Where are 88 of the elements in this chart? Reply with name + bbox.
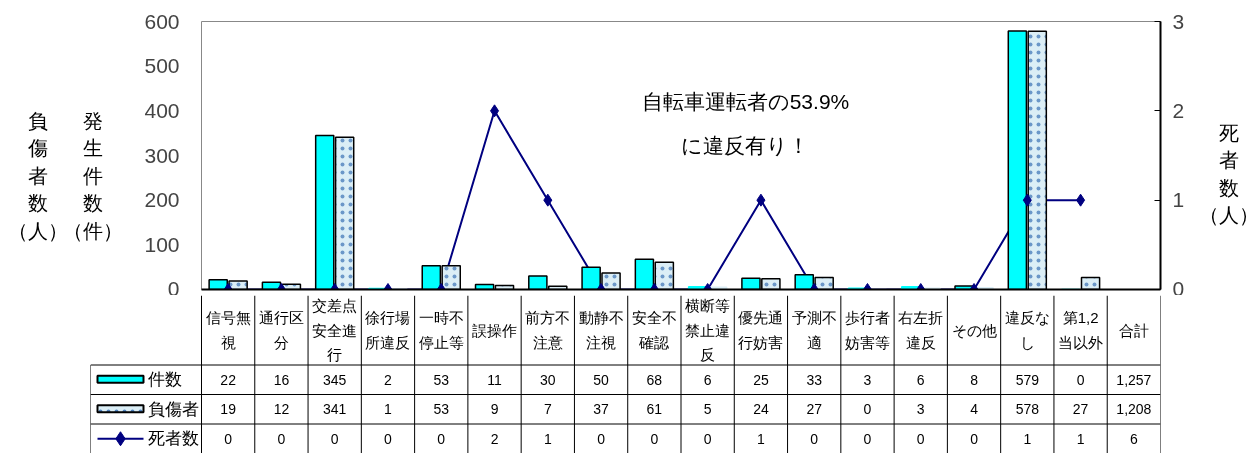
x-tick-label: 前方不注意 <box>525 309 571 352</box>
x-tick-label: 信号無視 <box>205 309 251 352</box>
data-label: 11 <box>487 371 503 388</box>
data-label: 25 <box>753 371 769 388</box>
data-label: 53 <box>433 371 450 388</box>
data-label: 0 <box>597 430 606 447</box>
data-label: 0 <box>384 430 393 447</box>
data-label: 0 <box>970 430 979 447</box>
data-label: 2 <box>384 371 393 388</box>
data-label: 0 <box>916 430 925 447</box>
text: 6 <box>1129 430 1138 447</box>
data-label: 0 <box>437 430 446 447</box>
x-tick-label: 安全不確認 <box>631 309 677 352</box>
x-tick-label: その他 <box>951 321 997 339</box>
y-tick-label: 500 <box>144 54 180 78</box>
x-tick-label: 違反なし <box>1004 309 1050 352</box>
legend-label: 死者数 <box>147 429 199 449</box>
y-tick-label: 300 <box>144 143 180 167</box>
y2-tick-label: 2 <box>1172 98 1185 122</box>
data-label: 30 <box>540 371 556 388</box>
data-label: 19 <box>220 401 237 418</box>
data-label: 579 <box>1015 371 1040 388</box>
data-label: 61 <box>646 401 663 418</box>
y-tick-label: 200 <box>144 188 180 212</box>
data-label: 1 <box>1023 430 1032 447</box>
data-label: 0 <box>703 430 712 447</box>
x-tick-label: 右左折違反 <box>898 309 944 352</box>
text: 1,257 <box>1116 371 1152 388</box>
data-label: 12 <box>273 401 290 418</box>
data-label: 0 <box>650 430 659 447</box>
y-tick-label: 0 <box>167 276 180 300</box>
x-tick-label: 交差点安全進行 <box>312 297 358 364</box>
x-tick-label: 歩行者妨害等 <box>844 309 890 352</box>
data-label: 68 <box>646 371 663 388</box>
data-label: 0 <box>810 430 819 447</box>
data-label: 2 <box>490 430 499 447</box>
data-label: 22 <box>220 371 237 388</box>
y-tick-label: 400 <box>144 98 180 122</box>
x-tick-label: 徐行場所違反 <box>365 309 411 352</box>
data-label: 4 <box>970 401 979 418</box>
data-label: 341 <box>323 401 347 418</box>
legend-label: 負傷者 <box>147 399 199 419</box>
data-label: 0 <box>863 401 872 418</box>
data-label: 33 <box>806 371 823 388</box>
legend-label: 件数 <box>147 370 182 390</box>
x-tick-label: 誤操作 <box>472 321 518 339</box>
data-label: 0 <box>224 430 233 447</box>
data-label: 37 <box>593 401 610 418</box>
x-tick-label: 優先通行妨害 <box>738 309 784 352</box>
data-label: 578 <box>1015 401 1040 418</box>
data-label: 50 <box>593 371 610 388</box>
y2-tick-label: 0 <box>1172 276 1185 300</box>
data-label: 0 <box>277 430 286 447</box>
data-label: 16 <box>273 371 290 388</box>
x-tick-label: 横断等禁止違反 <box>685 297 731 364</box>
data-label: 0 <box>330 430 339 447</box>
x-tick-label: 合計 <box>1118 321 1149 339</box>
data-label: 8 <box>970 371 979 388</box>
data-label: 345 <box>323 371 347 388</box>
data-label: 0 <box>863 430 872 447</box>
x-tick-label: 一時不停止等 <box>418 309 464 352</box>
x-tick-label: 第1,2当以外 <box>1058 309 1104 352</box>
data-label: 5 <box>703 401 712 418</box>
y2-axis-title: 死者数（人） <box>1198 121 1258 227</box>
y2-tick-label: 3 <box>1172 9 1185 33</box>
data-label: 9 <box>490 401 499 418</box>
text: 1,208 <box>1116 401 1152 418</box>
y-tick-label: 600 <box>144 9 180 33</box>
annotation: 自転車運転者の53.9% に違反有り！ <box>641 89 850 157</box>
data-label: 27 <box>1072 401 1089 418</box>
y-tick-label: 100 <box>144 232 180 256</box>
data-label: 6 <box>916 371 925 388</box>
x-tick-label: 予測不適 <box>791 309 837 352</box>
data-label: 6 <box>703 371 712 388</box>
data-label: 3 <box>916 401 925 418</box>
x-tick-label: 通行区分 <box>258 309 304 352</box>
data-label: 7 <box>543 401 552 418</box>
y2-tick-label: 1 <box>1172 188 1185 212</box>
data-label: 53 <box>433 401 450 418</box>
data-label: 27 <box>806 401 823 418</box>
data-label: 1 <box>384 401 393 418</box>
data-label: 1 <box>543 430 552 447</box>
data-label: 3 <box>863 371 872 388</box>
data-label: 0 <box>1076 371 1085 388</box>
x-tick-label: 動静不注視 <box>578 309 624 352</box>
data-label: 24 <box>753 401 769 418</box>
data-label: 1 <box>757 430 766 447</box>
data-label: 1 <box>1076 430 1085 447</box>
